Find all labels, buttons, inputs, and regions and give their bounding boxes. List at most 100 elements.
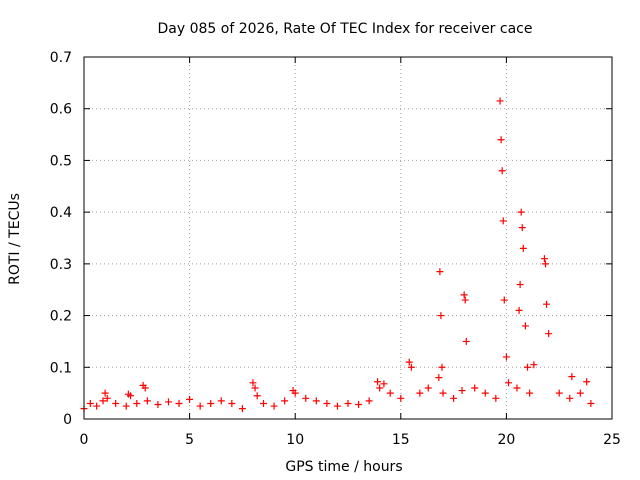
- plot-frame: [83, 56, 613, 420]
- data-point: [175, 399, 183, 407]
- data-point: [502, 353, 510, 361]
- data-point: [344, 399, 352, 407]
- data-point: [86, 399, 94, 407]
- y-tick-label: 0.6: [50, 102, 72, 118]
- data-point: [333, 402, 341, 410]
- data-point: [496, 97, 504, 105]
- axis-ticks: [83, 56, 613, 420]
- data-point: [281, 397, 289, 405]
- data-point: [526, 389, 534, 397]
- data-point: [566, 394, 574, 402]
- data-point: [416, 389, 424, 397]
- data-point: [397, 394, 405, 402]
- x-tick-label: 10: [286, 432, 304, 448]
- data-point: [93, 402, 101, 410]
- y-tick-label: 0.4: [50, 205, 72, 221]
- data-point: [543, 300, 551, 308]
- data-point: [253, 392, 261, 400]
- data-point: [481, 389, 489, 397]
- data-points: [80, 97, 595, 413]
- data-point: [587, 399, 595, 407]
- data-point: [500, 296, 508, 304]
- data-point: [497, 136, 505, 144]
- data-point: [437, 312, 445, 320]
- data-point: [540, 255, 548, 263]
- data-point: [355, 401, 363, 409]
- data-point: [365, 397, 373, 405]
- data-point: [530, 361, 538, 369]
- data-point: [471, 384, 479, 392]
- data-point: [545, 330, 553, 338]
- y-tick-label: 0.2: [50, 309, 72, 325]
- data-point: [513, 384, 521, 392]
- data-point: [524, 363, 532, 371]
- data-point: [439, 389, 447, 397]
- data-point: [126, 392, 134, 400]
- data-point: [436, 268, 444, 276]
- data-point: [238, 405, 246, 413]
- x-tick-label: 0: [80, 432, 89, 448]
- y-tick-label: 0: [63, 412, 72, 428]
- data-point: [251, 384, 259, 392]
- data-point: [112, 399, 120, 407]
- data-point: [438, 363, 446, 371]
- data-point: [516, 281, 524, 289]
- data-point: [141, 384, 149, 392]
- x-axis-label: GPS time / hours: [285, 459, 402, 475]
- chart-title: Day 085 of 2026, Rate Of TEC Index for r…: [158, 21, 533, 37]
- data-point: [217, 397, 225, 405]
- data-point: [583, 378, 591, 386]
- data-point: [323, 399, 331, 407]
- data-point: [249, 379, 257, 387]
- data-point: [568, 373, 576, 381]
- data-point: [374, 378, 382, 386]
- data-point: [405, 358, 413, 366]
- x-tick-labels: 0 5 10 15 20 25: [80, 432, 621, 448]
- x-tick-label: 25: [603, 432, 621, 448]
- data-point: [505, 379, 513, 387]
- data-point: [186, 395, 194, 403]
- data-point: [461, 296, 469, 304]
- data-point: [302, 394, 310, 402]
- data-point: [101, 389, 109, 397]
- data-point: [196, 402, 204, 410]
- data-point: [541, 260, 549, 268]
- data-point: [499, 217, 507, 225]
- x-tick-label: 15: [392, 432, 410, 448]
- data-point: [260, 399, 268, 407]
- y-tick-label: 0.3: [50, 257, 72, 273]
- y-tick-label: 0.7: [50, 50, 72, 66]
- data-point: [519, 244, 527, 252]
- data-point: [435, 374, 443, 382]
- grid-lines: [84, 57, 612, 419]
- data-point: [555, 389, 563, 397]
- y-tick-label: 0.5: [50, 153, 72, 169]
- x-tick-label: 20: [497, 432, 515, 448]
- data-point: [143, 397, 151, 405]
- data-point: [376, 384, 384, 392]
- data-point: [498, 167, 506, 175]
- data-point: [518, 224, 526, 232]
- data-point: [228, 399, 236, 407]
- data-point: [154, 401, 162, 409]
- data-point: [460, 291, 468, 299]
- data-point: [450, 394, 458, 402]
- data-point: [462, 337, 470, 345]
- y-tick-label: 0.1: [50, 360, 72, 376]
- y-axis-label: ROTI / TECUs: [7, 193, 23, 285]
- data-point: [517, 208, 525, 216]
- data-point: [122, 402, 130, 410]
- data-point: [492, 394, 500, 402]
- data-point: [312, 397, 320, 405]
- data-point: [521, 322, 529, 330]
- data-point: [407, 363, 415, 371]
- data-point: [207, 399, 215, 407]
- data-point: [576, 389, 584, 397]
- data-point: [270, 402, 278, 410]
- data-point: [386, 389, 394, 397]
- data-point: [99, 397, 107, 405]
- y-tick-labels: 0 0.1 0.2 0.3 0.4 0.5 0.6 0.7: [50, 50, 72, 428]
- data-point: [380, 380, 388, 388]
- data-point: [133, 399, 141, 407]
